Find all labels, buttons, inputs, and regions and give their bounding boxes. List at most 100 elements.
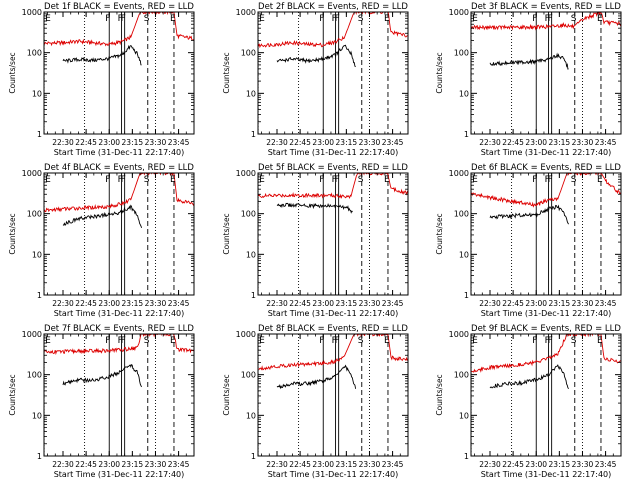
marker-label: E <box>45 336 51 346</box>
x-tick-label: 23:15 <box>336 460 358 469</box>
y-tick-label: 100 <box>241 371 256 380</box>
y-tick-label: 100 <box>241 210 256 219</box>
y-tick-label: 1 <box>37 452 42 461</box>
x-tick-label: 23:45 <box>595 460 617 469</box>
x-tick-label: 22:45 <box>289 138 311 147</box>
series-events <box>489 52 569 70</box>
x-tick-label: 23:45 <box>168 299 190 308</box>
marker-label: S <box>144 175 150 185</box>
x-tick-label: 23:30 <box>572 460 594 469</box>
x-tick-label: 22:45 <box>502 138 524 147</box>
x-tick-label: 23:30 <box>359 460 381 469</box>
plot-frame <box>43 333 195 457</box>
marker-label: S <box>358 175 364 185</box>
marker-label: F <box>545 14 550 24</box>
y-tick-label: 100 <box>27 210 42 219</box>
marker-label: E <box>384 14 390 24</box>
x-tick-label: 23:30 <box>145 138 167 147</box>
y-axis-label: Counts/sec <box>222 213 231 254</box>
x-axis-label: Start Time (31-Dec-11 22:17:40) <box>54 309 185 318</box>
x-tick-label: 23:00 <box>525 138 547 147</box>
marker-label: F <box>545 175 550 185</box>
x-tick-label: 23:00 <box>312 299 334 308</box>
y-tick-label: 1 <box>251 452 256 461</box>
marker-label: F <box>319 14 324 24</box>
x-tick-label: 23:45 <box>382 460 404 469</box>
plot-frame <box>470 333 622 457</box>
x-tick-label: 23:30 <box>572 138 594 147</box>
y-axis-label: Counts/sec <box>8 52 17 93</box>
panel-title: Det 9f BLACK = Events, RED = LLD <box>471 324 621 334</box>
series-events <box>62 363 142 388</box>
marker-label: F <box>105 336 110 346</box>
x-tick-label: 23:15 <box>549 299 571 308</box>
series-events <box>489 204 569 225</box>
marker-label: S <box>571 14 577 24</box>
y-tick-label: 100 <box>241 49 256 58</box>
marker-label: F <box>548 336 553 346</box>
marker-label: F <box>545 336 550 346</box>
y-tick-label: 1 <box>464 452 469 461</box>
y-tick-label: 1000 <box>449 330 469 339</box>
x-axis-label: Start Time (31-Dec-11 22:17:40) <box>268 148 399 157</box>
y-axis-label: Counts/sec <box>8 213 17 254</box>
marker-label: E <box>170 14 176 24</box>
x-tick-label: 23:00 <box>98 299 120 308</box>
x-tick-label: 22:30 <box>479 299 501 308</box>
marker-label: F <box>532 175 537 185</box>
plot-frame <box>43 172 195 296</box>
marker-label: F <box>105 14 110 24</box>
series-lld <box>471 173 621 208</box>
x-tick-label: 22:45 <box>289 460 311 469</box>
marker-label: E <box>170 336 176 346</box>
marker-label: E <box>472 336 478 346</box>
y-axis-label: Counts/sec <box>435 52 444 93</box>
marker-label: F <box>335 175 340 185</box>
series-events <box>276 364 357 390</box>
x-axis-label: Start Time (31-Dec-11 22:17:40) <box>54 470 185 479</box>
marker-label: E <box>170 175 176 185</box>
marker-label: F <box>332 336 337 346</box>
marker-label: E <box>384 175 390 185</box>
plot-frame <box>470 11 622 135</box>
x-tick-label: 22:45 <box>502 460 524 469</box>
y-tick-label: 1000 <box>22 169 42 178</box>
y-tick-label: 1000 <box>449 8 469 17</box>
y-tick-label: 100 <box>454 210 469 219</box>
marker-label: S <box>144 336 150 346</box>
x-tick-label: 23:15 <box>122 299 144 308</box>
y-tick-label: 10 <box>459 89 469 98</box>
marker-label: S <box>571 175 577 185</box>
plot-frame <box>470 172 622 296</box>
y-tick-label: 1000 <box>236 169 256 178</box>
x-tick-label: 22:30 <box>266 460 288 469</box>
marker-label: F <box>319 336 324 346</box>
plot-frame <box>257 11 409 135</box>
y-tick-label: 1000 <box>236 8 256 17</box>
marker-label: E <box>472 14 478 24</box>
x-tick-label: 22:45 <box>289 299 311 308</box>
x-tick-label: 22:30 <box>52 138 74 147</box>
y-tick-label: 100 <box>454 371 469 380</box>
panel-title: Det 4f BLACK = Events, RED = LLD <box>44 163 194 173</box>
x-axis-label: Start Time (31-Dec-11 22:17:40) <box>268 470 399 479</box>
panel-title: Det 5f BLACK = Events, RED = LLD <box>258 163 408 173</box>
y-tick-label: 100 <box>27 371 42 380</box>
x-axis-label: Start Time (31-Dec-11 22:17:40) <box>268 309 399 318</box>
y-tick-label: 10 <box>246 411 256 420</box>
y-tick-label: 10 <box>459 411 469 420</box>
y-tick-label: 1 <box>251 130 256 139</box>
marker-label: E <box>259 336 265 346</box>
marker-label: E <box>597 175 603 185</box>
y-tick-label: 10 <box>32 411 42 420</box>
x-tick-label: 23:00 <box>525 299 547 308</box>
series-lld <box>471 12 621 31</box>
x-tick-label: 23:15 <box>122 460 144 469</box>
x-tick-label: 22:45 <box>75 138 97 147</box>
marker-label: E <box>472 175 478 185</box>
